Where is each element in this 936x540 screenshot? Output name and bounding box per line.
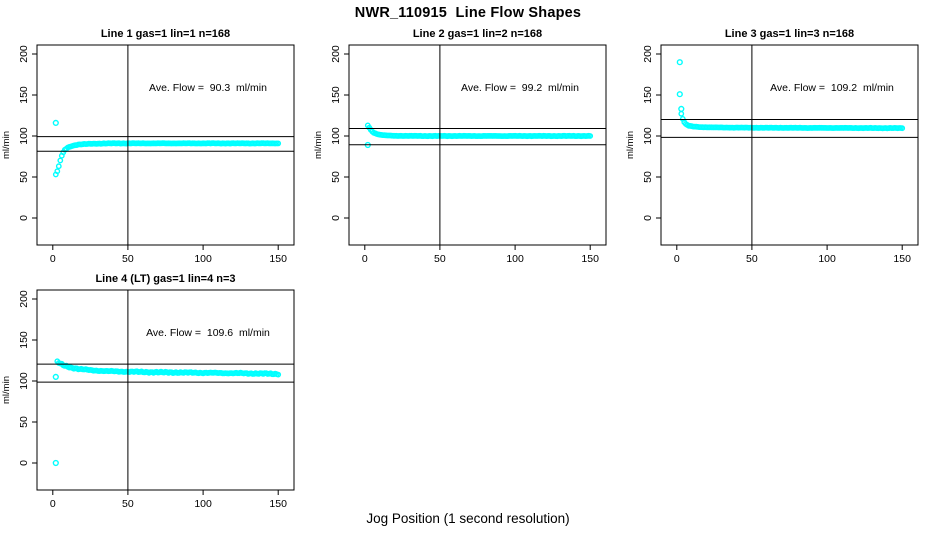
- reference-lines: [37, 45, 294, 245]
- y-axis-title: ml/min: [1, 131, 12, 159]
- svg-text:50: 50: [746, 253, 758, 265]
- svg-text:0: 0: [330, 215, 342, 221]
- svg-text:100: 100: [818, 253, 836, 265]
- y-axis-ticks: 0 50 100 150 200: [642, 45, 661, 221]
- svg-text:150: 150: [18, 331, 30, 349]
- svg-text:0: 0: [362, 253, 368, 265]
- reference-lines: [349, 45, 606, 245]
- panel-title-line-1: Line 1 gas=1 lin=1 n=168: [100, 28, 231, 40]
- outlier-points: [52, 373, 59, 467]
- y-axis-ticks: 0 50 100 150 200: [18, 290, 37, 466]
- svg-text:50: 50: [330, 171, 342, 183]
- svg-text:50: 50: [18, 171, 30, 183]
- y-axis-ticks: 0 50 100 150 200: [330, 45, 349, 221]
- y-axis-title: ml/min: [1, 376, 12, 404]
- svg-text:100: 100: [330, 127, 342, 145]
- svg-text:50: 50: [122, 253, 134, 265]
- svg-text:150: 150: [269, 253, 287, 265]
- y-axis-title: ml/min: [625, 131, 636, 159]
- outlier-points: [52, 119, 59, 127]
- y-axis-ticks: 0 50 100 150 200: [18, 45, 37, 221]
- svg-text:100: 100: [642, 127, 654, 145]
- panel-title-line-2: Line 2 gas=1 lin=2 n=168: [412, 28, 543, 40]
- data-points: [678, 110, 906, 132]
- panel-line-3: 0 50 100 150 0 50 100 150 200 ml/min Line 3 gas=1…: [624, 28, 936, 278]
- plot-frame: [36, 44, 295, 246]
- svg-text:50: 50: [642, 171, 654, 183]
- reference-lines: [661, 45, 918, 245]
- x-axis-ticks: 0 50 100 150: [50, 490, 287, 510]
- x-axis-ticks: 0 50 100 150: [50, 245, 287, 265]
- data-points: [364, 122, 594, 140]
- svg-text:0: 0: [18, 460, 30, 466]
- svg-text:200: 200: [642, 45, 654, 63]
- panel-line-1: 0 50 100 150 0 50 100 150 200 ml/min Line 1 gas=1…: [0, 28, 312, 278]
- svg-text:0: 0: [642, 215, 654, 221]
- plot-svg-line-2: 0 50 100 150 0 50 100 150 200 ml/min: [313, 44, 607, 265]
- svg-text:150: 150: [18, 86, 30, 104]
- x-axis-label: Jog Position (1 second resolution): [366, 511, 570, 526]
- svg-text:200: 200: [18, 45, 30, 63]
- plot-frame: [660, 44, 919, 246]
- svg-text:0: 0: [50, 498, 56, 510]
- svg-text:100: 100: [194, 253, 212, 265]
- svg-text:150: 150: [893, 253, 911, 265]
- plot-svg-line-3: 0 50 100 150 0 50 100 150 200 ml/min: [625, 44, 919, 265]
- reference-lines: [37, 290, 294, 490]
- svg-text:100: 100: [18, 127, 30, 145]
- ave-flow-annotation-line-3: Ave. Flow = 109.2 ml/min: [770, 82, 894, 94]
- svg-text:50: 50: [122, 498, 134, 510]
- ave-flow-annotation-line-2: Ave. Flow = 99.2 ml/min: [461, 82, 579, 94]
- svg-text:50: 50: [434, 253, 446, 265]
- plot-svg-line-4: 0 50 100 150 0 50 100 150 200 ml/min: [1, 289, 295, 510]
- svg-text:150: 150: [642, 86, 654, 104]
- svg-text:100: 100: [194, 498, 212, 510]
- svg-text:0: 0: [50, 253, 56, 265]
- svg-text:50: 50: [18, 416, 30, 428]
- x-axis-ticks: 0 50 100 150: [674, 245, 911, 265]
- outlier-points: [676, 59, 685, 113]
- ave-flow-annotation-line-4: Ave. Flow = 109.6 ml/min: [146, 327, 270, 339]
- plot-svg-line-1: 0 50 100 150 0 50 100 150 200 ml/min: [1, 44, 295, 265]
- x-axis-ticks: 0 50 100 150: [362, 245, 599, 265]
- svg-text:200: 200: [18, 290, 30, 308]
- figure-title: NWR_110915 Line Flow Shapes: [354, 5, 582, 21]
- svg-text:0: 0: [18, 215, 30, 221]
- panel-line-4: 0 50 100 150 0 50 100 150 200 ml/min Line 4 (LT) …: [0, 273, 312, 523]
- svg-text:0: 0: [674, 253, 680, 265]
- svg-text:150: 150: [581, 253, 599, 265]
- panel-title-line-4: Line 4 (LT) gas=1 lin=4 n=3: [95, 273, 236, 285]
- data-points: [52, 140, 282, 178]
- svg-text:150: 150: [330, 86, 342, 104]
- plot-frame: [36, 289, 295, 491]
- panel-title-line-3: Line 3 gas=1 lin=3 n=168: [724, 28, 855, 40]
- plot-frame: [348, 44, 607, 246]
- panel-line-2: 0 50 100 150 0 50 100 150 200 ml/min Line 2 gas=1…: [312, 28, 624, 278]
- svg-text:150: 150: [269, 498, 287, 510]
- svg-text:200: 200: [330, 45, 342, 63]
- y-axis-title: ml/min: [313, 131, 324, 159]
- svg-text:100: 100: [18, 372, 30, 390]
- svg-text:100: 100: [506, 253, 524, 265]
- data-points: [54, 358, 282, 378]
- ave-flow-annotation-line-1: Ave. Flow = 90.3 ml/min: [149, 82, 267, 94]
